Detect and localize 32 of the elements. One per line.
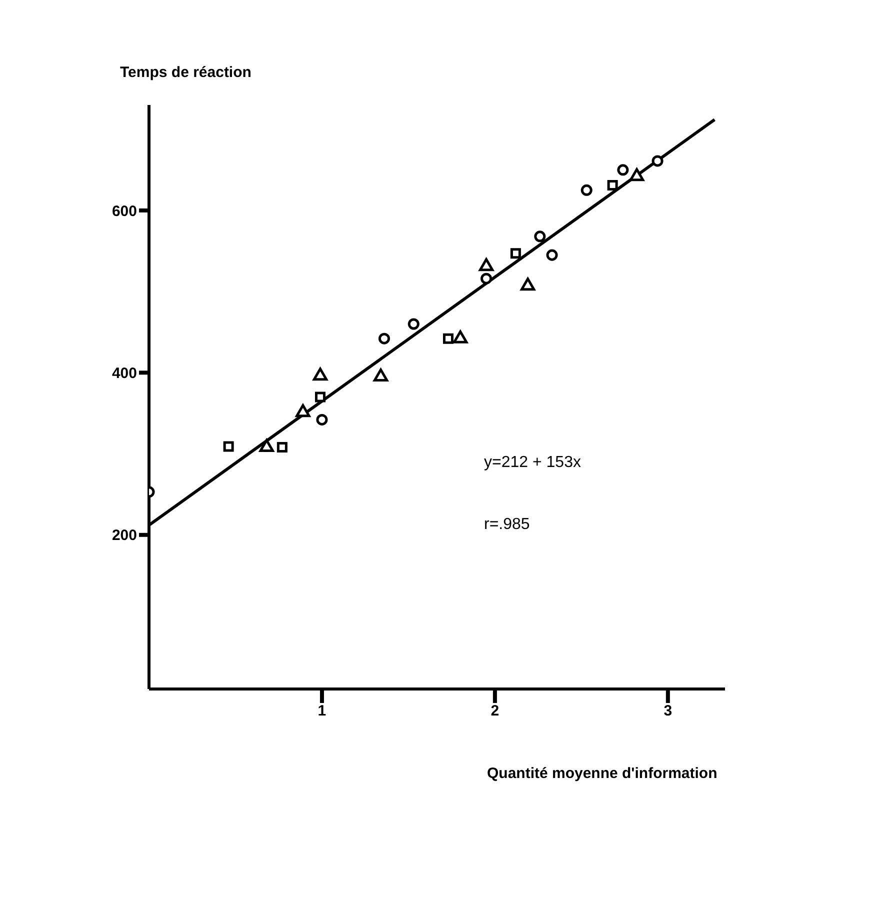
point xyxy=(259,439,274,452)
point xyxy=(453,330,468,344)
point xyxy=(312,368,328,381)
point xyxy=(607,180,618,191)
x-tick-label: 1 xyxy=(318,702,326,720)
y-tick-label: 400 xyxy=(112,364,137,382)
point xyxy=(629,168,644,182)
y-axis-title: Temps de réaction xyxy=(120,64,252,81)
point xyxy=(478,258,494,272)
point xyxy=(408,318,420,330)
point xyxy=(316,414,328,426)
point xyxy=(520,278,536,291)
point xyxy=(442,333,454,344)
y-tick-label: 200 xyxy=(112,527,137,544)
x-tick-label: 3 xyxy=(664,702,672,720)
point xyxy=(546,249,558,261)
point xyxy=(276,442,288,453)
x-tick-label: 2 xyxy=(490,702,500,720)
point xyxy=(314,392,326,402)
annotation: y=212 + 153x xyxy=(484,454,581,472)
x-axis-title: Quantité moyenne d'information xyxy=(487,765,718,782)
point xyxy=(580,184,592,196)
point xyxy=(223,441,234,452)
point xyxy=(510,248,521,259)
point xyxy=(617,164,629,176)
y-tick-label: 600 xyxy=(112,202,137,220)
point xyxy=(296,404,310,418)
point xyxy=(652,155,664,167)
annotation: r=.985 xyxy=(484,516,530,534)
point xyxy=(480,272,492,284)
point xyxy=(378,332,390,344)
point xyxy=(534,230,546,242)
